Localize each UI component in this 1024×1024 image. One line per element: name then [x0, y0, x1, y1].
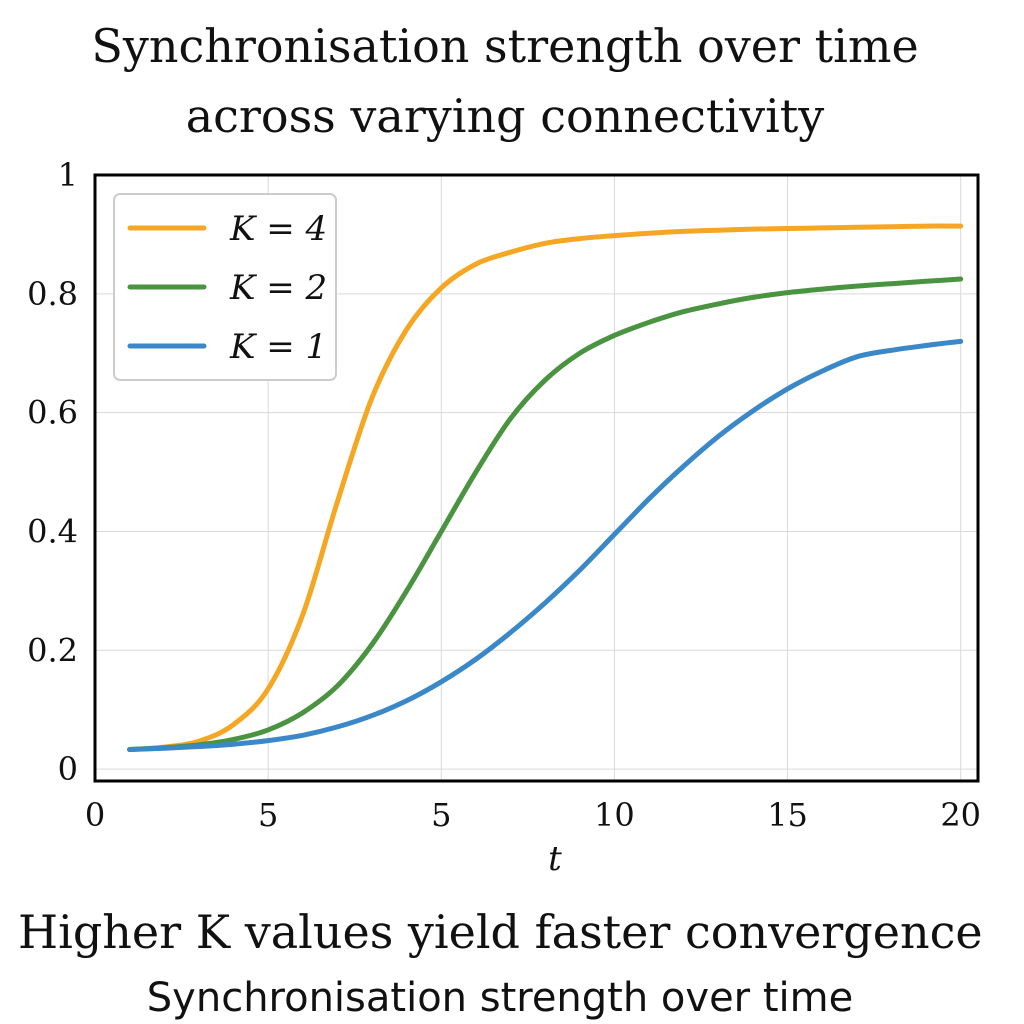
y-tick-label: 0.2 [27, 631, 78, 669]
x-tick-labels: 0 5 5 10 15 20 [85, 796, 981, 834]
series-line-2 [127, 338, 964, 752]
y-tick-label: 0.6 [27, 394, 78, 432]
x-tick-label: 20 [940, 796, 981, 834]
legend-label: K = 1 [229, 327, 327, 367]
legend-box [113, 193, 337, 381]
y-tick-label: 1 [58, 156, 78, 194]
y-tick-label: 0.4 [27, 512, 78, 550]
y-tick-labels: 0 0.2 0.4 0.6 0.8 1 [27, 156, 78, 788]
x-tick-label: 5 [431, 796, 451, 834]
y-tick-label: 0 [58, 750, 78, 788]
legend-label: K = 4 [229, 209, 327, 249]
legend-entries: K = 4 K = 2 K = 1 [127, 209, 327, 367]
x-tick-label: 0 [85, 796, 105, 834]
series-line-1 [127, 276, 964, 752]
legend-label: K = 2 [229, 268, 327, 308]
x-tick-label: 5 [258, 796, 278, 834]
series-line-0 [127, 223, 964, 752]
chart-title-line-2: across varying connectivity [186, 89, 825, 143]
chart-title-line-1: Synchronisation strength over time [91, 19, 918, 73]
caption-sub: Synchronisation strength over time [147, 975, 853, 1021]
x-axis-label: t [548, 839, 562, 879]
plot-frame [93, 173, 980, 783]
grid-layer [95, 175, 978, 781]
caption-main: Higher K values yield faster convergence [18, 905, 983, 959]
x-tick-label: 10 [594, 796, 635, 834]
x-tick-label: 15 [767, 796, 808, 834]
y-tick-label: 0.8 [27, 275, 78, 313]
legend: K = 4 K = 2 K = 1 [113, 193, 337, 381]
series-layer [127, 223, 964, 752]
